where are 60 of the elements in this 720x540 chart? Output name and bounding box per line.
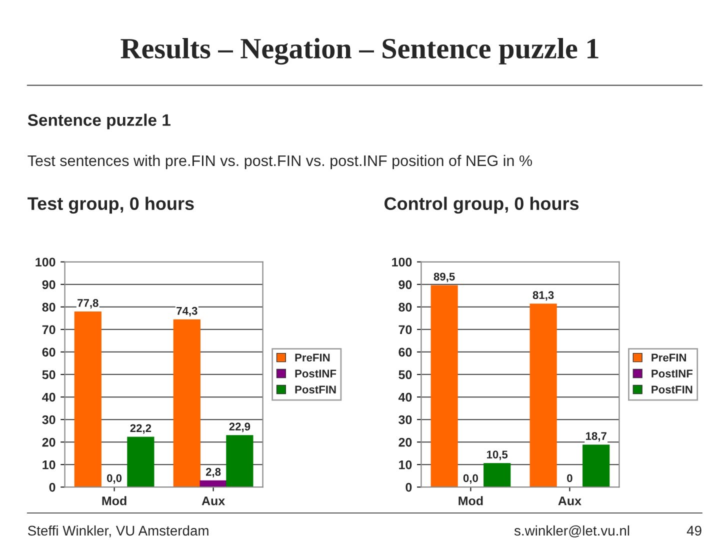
text: Results – Negation – Sentence puzzle 1: [120, 38, 598, 65]
data-label: 22,9: [229, 422, 250, 432]
legend-label: PostFIN: [652, 386, 692, 394]
y-tick-label: 40: [398, 392, 412, 402]
bar: [173, 319, 200, 488]
legend-label: PostINF: [295, 370, 336, 378]
y-tick-label: 0: [406, 482, 412, 492]
data-label: 77,8: [78, 299, 98, 309]
y-tick-label: 70: [398, 325, 412, 334]
chart-title: Test group, 0 hours: [28, 196, 194, 214]
bar: [127, 436, 154, 488]
data-label: 89,5: [434, 272, 455, 282]
data-label: 0: [567, 474, 572, 482]
data-label: 10,5: [486, 450, 508, 460]
y-tick-label: 20: [42, 438, 56, 447]
y-tick-label: 20: [398, 438, 412, 447]
y-tick-label: 100: [36, 258, 56, 267]
y-tick-label: 60: [398, 348, 412, 357]
data-label: 2,8: [206, 468, 221, 478]
y-tick-label: 30: [398, 415, 412, 424]
legend-label: PostINF: [652, 370, 693, 378]
data-label: 74,3: [176, 306, 198, 316]
y-tick-label: 50: [398, 370, 412, 380]
x-tick-label: Aux: [202, 496, 226, 506]
y-tick-label: 90: [398, 280, 412, 290]
data-label: 0,0: [107, 474, 122, 484]
y-tick-label: 10: [42, 460, 56, 470]
y-tick-label: 10: [399, 460, 412, 470]
bar: [484, 463, 511, 488]
text: Test sentences with pre.FIN vs. post.FIN vs. post.INF position of NEG in %: [28, 154, 532, 170]
y-tick-label: 30: [42, 415, 56, 424]
y-tick-label: 70: [42, 325, 56, 334]
bar: [530, 304, 557, 488]
legend-label: PreFIN: [295, 354, 330, 362]
legend-label: PreFIN: [652, 354, 686, 362]
data-label: 0,0: [463, 474, 478, 484]
y-tick-label: 90: [42, 280, 56, 290]
y-tick-label: 0: [49, 482, 56, 492]
bar: [582, 444, 610, 488]
y-tick-label: 40: [42, 392, 56, 402]
data-label: 18,7: [586, 432, 606, 442]
y-tick-label: 100: [392, 258, 412, 267]
x-tick-label: Mod: [458, 496, 483, 506]
text: Sentence puzzle 1: [28, 114, 170, 130]
bar: [430, 285, 458, 488]
chart-title: Control group, 0 hours: [384, 196, 579, 214]
y-tick-label: 50: [42, 370, 56, 380]
data-label: 22,2: [130, 424, 152, 434]
data-label: 81,3: [532, 291, 554, 301]
y-tick-label: 80: [398, 302, 412, 312]
y-tick-label: 80: [42, 302, 56, 312]
text: Steffi Winkler, VU Amsterdam: [28, 525, 208, 538]
x-tick-label: Mod: [102, 496, 126, 506]
bar: [74, 312, 102, 488]
legend-label: PostFIN: [295, 386, 336, 394]
x-tick-label: Aux: [558, 496, 582, 506]
bar: [226, 435, 254, 488]
text: s.winkler@let.vu.nl: [514, 525, 630, 538]
text: 49: [686, 526, 702, 536]
y-tick-label: 60: [42, 348, 56, 357]
